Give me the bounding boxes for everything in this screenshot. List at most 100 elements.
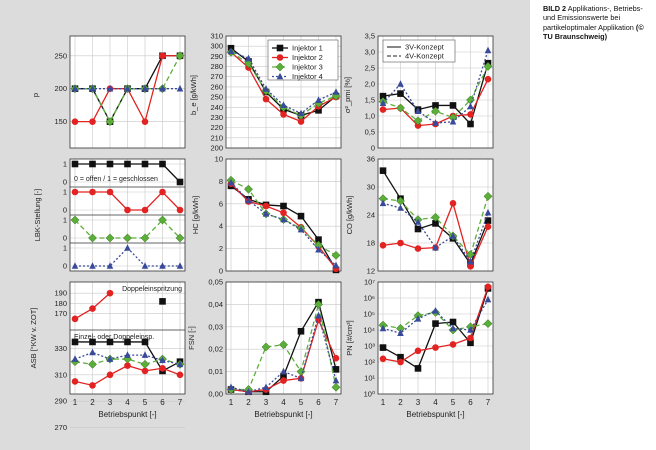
p-rail-chart-point-injektor-4 <box>141 84 149 92</box>
co-chart-ytick-label: 24 <box>367 211 375 220</box>
fsn-chart-point-injektor-4 <box>245 387 252 395</box>
hc-chart-point-injektor-1 <box>315 236 322 243</box>
asb-chart-annotation-top: Doppeleinspritzung <box>122 286 182 293</box>
lbk-chart-point-injektor-2 <box>141 206 149 214</box>
hc-chart-point-injektor-4 <box>332 261 340 269</box>
lbk-chart-ylabel: LBK-Stellung [-] <box>33 189 42 242</box>
asb-chart-point-injektor-3 <box>88 359 97 369</box>
co-chart-point-injektor-4 <box>449 232 457 239</box>
pn-chart-point-injektor-4 <box>414 315 422 322</box>
be-chart-ylabel: b_e [g/kWh] <box>189 75 198 115</box>
hc-chart-frame <box>225 158 342 272</box>
pn-chart-xtick-label: 4 <box>433 398 438 407</box>
pn-chart-ytick-label: 10⁴ <box>363 326 375 335</box>
asb-chart-point-injektor-4 <box>106 355 114 362</box>
fsn-chart-ytick-label: 0,03 <box>208 322 223 331</box>
lbk-chart-point-injektor-3 <box>140 233 150 243</box>
asb-chart-point-injektor-2 <box>71 378 79 385</box>
be-chart-point-injektor-2 <box>280 111 287 118</box>
pn-chart-point-injektor-1 <box>449 318 457 326</box>
fsn-chart-xtick-label: 4 <box>281 398 286 407</box>
pn-chart-ytick-label: 10⁶ <box>364 294 375 303</box>
sigma-chart-point-injektor-2 <box>379 106 387 113</box>
sigma-chart-point-injektor-3 <box>431 106 440 116</box>
pn-chart-ytick-label: 10⁷ <box>364 278 375 287</box>
asb-chart-xtick-label: 2 <box>90 398 95 407</box>
be-chart-frame <box>225 35 342 149</box>
be-chart-ytick-label: 230 <box>210 113 223 122</box>
sigma-chart-point-injektor-1 <box>467 120 474 128</box>
fsn-chart-point-injektor-3 <box>314 299 323 309</box>
fsn-chart-ytick-label: 0,01 <box>208 367 223 376</box>
co-chart-point-injektor-4 <box>379 199 387 207</box>
asb-chart-point-injektor-2 <box>159 364 166 372</box>
sigma-chart-point-injektor-3 <box>396 103 405 113</box>
sigma-chart-ytick-label: 0,5 <box>365 128 375 137</box>
lbk-chart-point-injektor-4 <box>124 244 131 251</box>
sigma-chart-point-injektor-2 <box>414 122 422 129</box>
fsn-chart-point-injektor-3 <box>261 342 271 352</box>
pn-chart-point-injektor-2 <box>432 344 439 351</box>
lbk-chart-point-injektor-1 <box>141 160 149 168</box>
co-chart-point-injektor-2 <box>467 263 474 270</box>
fsn-chart-xtick-label: 6 <box>316 398 321 407</box>
co-chart-point-injektor-1 <box>414 225 422 233</box>
pn-chart-point-injektor-4 <box>432 307 439 314</box>
fsn-chart-point-injektor-3 <box>331 382 341 392</box>
asb-chart-xtick-label: 3 <box>108 398 113 407</box>
sigma-chart-point-injektor-1 <box>379 92 387 100</box>
asb-chart-annotation-mid: Einzel- oder Doppeleinsp. <box>74 334 154 341</box>
pn-chart-xlabel: Betriebspunkt [-] <box>406 410 464 419</box>
pn-chart-point-injektor-2 <box>467 334 474 342</box>
sigma-chart-ylabel: σ²_pmi [%] <box>343 77 352 113</box>
asb-chart-xtick-label: 5 <box>143 398 148 407</box>
sigma-chart-point-injektor-2 <box>484 75 492 83</box>
fsn-chart-point-injektor-4 <box>227 383 235 391</box>
fsn-chart-point-injektor-1 <box>332 366 340 373</box>
fsn-chart-xlabel: Betriebspunkt [-] <box>254 410 312 419</box>
fsn-chart-xtick-label: 3 <box>264 398 269 407</box>
lbk-chart-point-injektor-3 <box>88 233 97 243</box>
fsn-chart-ytick-label: 0,02 <box>208 345 223 354</box>
sigma-chart-point-injektor-4 <box>449 117 457 125</box>
lbk-chart-ytick-label: 1 <box>63 216 67 225</box>
asb-chart-point-injektor-2 <box>89 382 96 389</box>
hc-chart-ytick-label: 4 <box>219 222 223 231</box>
co-chart-ytick-label: 36 <box>367 155 375 164</box>
fsn-chart-point-injektor-4 <box>297 374 305 382</box>
hc-chart-point-injektor-4 <box>227 178 235 186</box>
sigma-chart-ytick-label: 1,5 <box>365 96 375 105</box>
asb-chart-xlabel: Betriebspunkt [-] <box>98 410 156 419</box>
be-chart-legend-marker-injektor-2 <box>276 54 284 61</box>
hc-chart-point-injektor-4 <box>262 210 270 217</box>
asb-chart-ytick-label: 170 <box>54 309 67 318</box>
be-chart-legend-marker-injektor-3 <box>275 62 285 72</box>
fsn-chart-point-injektor-2 <box>332 354 340 362</box>
lbk-chart-point-injektor-2 <box>71 188 79 196</box>
asb-chart-point-injektor-4 <box>159 356 166 364</box>
co-chart-point-injektor-1 <box>484 217 492 224</box>
co-chart-ylabel: CO [g/kWh] <box>345 196 354 235</box>
co-chart-point-injektor-4 <box>414 218 422 225</box>
fsn-chart-frame <box>225 281 342 395</box>
asb-chart-xtick-label: 7 <box>178 398 183 407</box>
pn-chart-point-injektor-4 <box>397 329 404 336</box>
be-chart-ytick-label: 290 <box>210 52 223 61</box>
sigma-chart-point-injektor-1 <box>449 102 457 109</box>
be-chart-ytick-label: 280 <box>210 62 223 71</box>
lbk-chart-point-injektor-4 <box>71 262 79 269</box>
pn-chart-xtick-label: 7 <box>486 398 491 407</box>
lbk-chart-point-injektor-1 <box>106 160 114 168</box>
sigma-chart-legend-label: 3V-Konzept <box>405 43 445 52</box>
sigma-chart-point-injektor-1 <box>432 102 439 109</box>
lbk-chart-point-injektor-2 <box>124 206 131 214</box>
lbk-chart-ytick-label: 1 <box>63 160 67 169</box>
pn-chart-ytick-label: 10⁵ <box>364 310 375 319</box>
fsn-chart-xtick-label: 5 <box>299 398 304 407</box>
sigma-chart-point-injektor-4 <box>484 46 492 54</box>
asb-chart-point-injektor-4 <box>71 355 79 362</box>
be-chart-point-injektor-2 <box>262 95 270 103</box>
pn-chart-xtick-label: 3 <box>416 398 421 407</box>
fsn-chart-point-injektor-4 <box>332 376 340 384</box>
asb-chart-xtick-label: 6 <box>160 398 165 407</box>
